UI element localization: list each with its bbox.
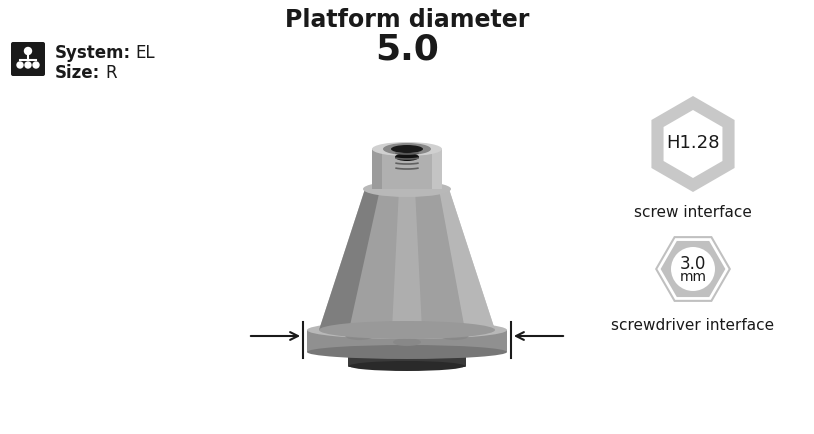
Ellipse shape (349, 361, 465, 371)
Polygon shape (372, 150, 382, 190)
Ellipse shape (393, 314, 421, 322)
Text: 5.0: 5.0 (375, 33, 439, 67)
Polygon shape (319, 190, 380, 330)
Text: R: R (105, 64, 116, 82)
Ellipse shape (307, 345, 507, 359)
Circle shape (24, 48, 32, 56)
Polygon shape (651, 97, 734, 193)
Ellipse shape (345, 332, 374, 340)
Polygon shape (372, 150, 442, 190)
Ellipse shape (393, 339, 421, 346)
Circle shape (17, 63, 23, 69)
Ellipse shape (349, 346, 465, 358)
Text: Size:: Size: (55, 64, 100, 82)
Ellipse shape (365, 183, 449, 197)
Text: EL: EL (135, 44, 155, 62)
Ellipse shape (391, 146, 423, 154)
FancyBboxPatch shape (11, 43, 45, 77)
Polygon shape (432, 150, 442, 190)
Ellipse shape (395, 154, 419, 161)
Text: screwdriver interface: screwdriver interface (611, 318, 775, 333)
Ellipse shape (345, 320, 374, 328)
Polygon shape (663, 111, 723, 178)
Ellipse shape (319, 321, 495, 339)
Text: Platform diameter: Platform diameter (285, 8, 529, 32)
Circle shape (25, 63, 31, 69)
Text: System:: System: (55, 44, 131, 62)
Polygon shape (307, 330, 507, 352)
Ellipse shape (440, 320, 469, 328)
Text: screw interface: screw interface (634, 205, 752, 220)
Ellipse shape (383, 144, 431, 156)
Ellipse shape (440, 332, 469, 340)
Polygon shape (392, 190, 422, 330)
Polygon shape (655, 237, 731, 302)
FancyBboxPatch shape (348, 351, 466, 367)
Ellipse shape (363, 181, 451, 197)
Polygon shape (439, 190, 495, 330)
Text: 3.0: 3.0 (680, 254, 707, 273)
Circle shape (33, 63, 39, 69)
Ellipse shape (372, 143, 442, 157)
Polygon shape (319, 190, 495, 330)
Text: mm: mm (680, 270, 707, 283)
Text: H1.28: H1.28 (666, 134, 720, 151)
Circle shape (671, 247, 715, 291)
Ellipse shape (307, 321, 507, 339)
